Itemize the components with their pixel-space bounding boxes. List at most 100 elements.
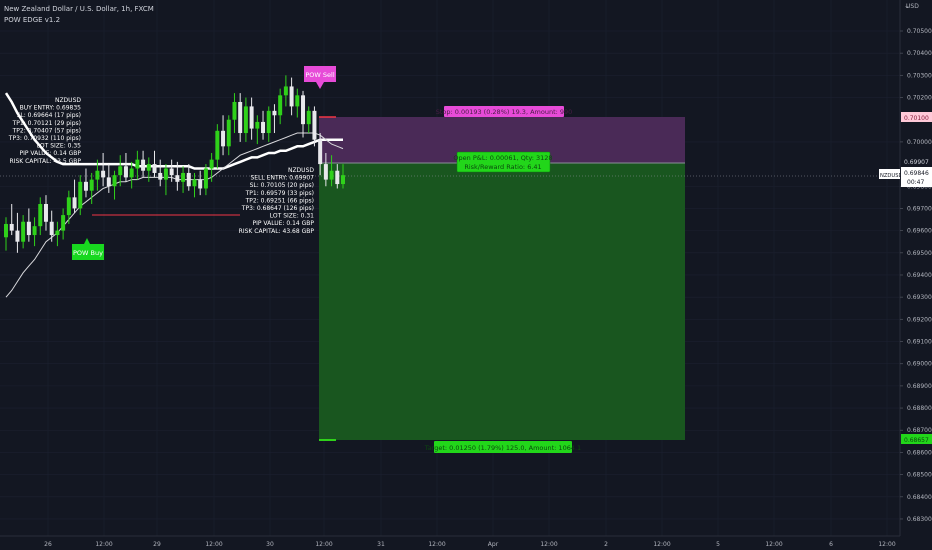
candle-body <box>278 95 283 116</box>
candle-body <box>49 221 54 236</box>
candle-body <box>38 204 43 227</box>
time-tick-label: Apr <box>488 541 499 548</box>
candle-body <box>215 130 220 160</box>
candle-body <box>186 172 191 187</box>
stop-label[interactable]: Stop: 0.00193 (0.28%) 19.3, Amount: 990 <box>436 106 573 117</box>
current-price-value: 0.69846 <box>904 170 929 177</box>
price-tick-label: 0.68600 <box>907 449 932 456</box>
time-tick-label: 12:00 <box>540 541 557 548</box>
candle-body <box>83 181 88 191</box>
stop-price-tag: 0.70100 <box>901 112 932 122</box>
price-tick-label: 0.70200 <box>907 95 932 102</box>
price-tick-label: 0.68400 <box>907 494 932 501</box>
signal-info-line: RISK CAPITAL: 43.5 GBP <box>10 158 82 165</box>
sell-signal-label[interactable]: POW Sell <box>304 66 336 89</box>
candle-body <box>101 170 106 178</box>
candles <box>4 75 345 253</box>
svg-text:NZDUSD: NZDUSD <box>880 173 903 179</box>
candle-body <box>335 170 340 185</box>
candle-body <box>198 179 203 189</box>
candle-body <box>66 197 71 216</box>
candle-body <box>289 86 294 107</box>
candle-body <box>329 170 334 180</box>
buy-label-bubble <box>72 238 104 260</box>
signal-info-line: RISK CAPITAL: 43.68 GBP <box>239 228 315 235</box>
signal-info-line: SL: 0.69664 (17 pips) <box>17 112 81 119</box>
candle-body <box>9 223 14 231</box>
time-axis[interactable]: 26 12:00 29 12:00 30 12:00 31 12:00 Apr 12:00 2 12:… <box>44 541 896 548</box>
candle-body <box>243 106 248 134</box>
candle-body <box>255 121 260 129</box>
candle-body <box>261 121 266 134</box>
candle-body <box>301 95 306 125</box>
candle-body <box>209 159 214 169</box>
currency-dropdown-icon[interactable]: ⌄ <box>904 2 910 10</box>
price-tick-label: 0.70300 <box>907 72 932 79</box>
candle-body <box>312 110 317 140</box>
time-tick-label: 5 <box>716 541 720 548</box>
target-label[interactable]: Target: 0.01250 (1.79%) 125.0, Amount: 1… <box>424 441 581 453</box>
candle-body <box>146 164 151 171</box>
candle-body <box>306 110 311 125</box>
entry-price-tag: 0.69907 <box>901 156 932 166</box>
rr-ratio-text: Risk/Reward Ratio: 6.41 <box>464 163 541 171</box>
currency-label: USD <box>906 3 919 10</box>
candle-body <box>158 172 163 180</box>
chart-title: New Zealand Dollar / U.S. Dollar, 1h, FX… <box>4 5 154 13</box>
candle-body <box>163 168 168 180</box>
price-tick-label: 0.69000 <box>907 361 932 368</box>
time-tick-label: 12:00 <box>315 541 332 548</box>
candle-body <box>89 179 94 191</box>
time-tick-label: 12:00 <box>428 541 445 548</box>
candle-body <box>238 101 243 134</box>
signal-info-line: TP3: 0.70932 (110 pips) <box>8 135 81 142</box>
candle-body <box>118 166 123 176</box>
signal-info-line: TP2: 0.69251 (66 pips) <box>245 197 314 204</box>
candle-body <box>283 86 288 96</box>
svg-text:0.70100: 0.70100 <box>904 115 929 122</box>
price-tick-label: 0.69300 <box>907 294 932 301</box>
signal-info-line: PIP VALUE: 0.14 GBP <box>19 150 81 157</box>
candle-body <box>232 101 237 120</box>
candle-body <box>32 226 37 236</box>
svg-text:0.68657: 0.68657 <box>904 437 929 444</box>
current-price-tag: 0.69846 00:47 <box>901 167 932 187</box>
candle-body <box>203 168 208 189</box>
signal-info-line: LOT SIZE: 0.31 <box>270 213 314 220</box>
candle-body <box>169 168 174 176</box>
price-tick-label: 0.69500 <box>907 250 932 257</box>
signal-info-line: PIP VALUE: 0.14 GBP <box>252 220 314 227</box>
price-tick-label: 0.70000 <box>907 139 932 146</box>
time-tick-label: 12:00 <box>878 541 895 548</box>
candle-body <box>43 204 48 222</box>
profit-zone[interactable] <box>319 163 685 440</box>
time-tick-label: 29 <box>153 541 161 548</box>
sma-slow-line <box>4 92 343 170</box>
candle-body <box>192 179 197 187</box>
price-tick-label: 0.68800 <box>907 405 932 412</box>
time-tick-label: 12:00 <box>765 541 782 548</box>
time-tick-label: 12:00 <box>653 541 670 548</box>
signal-info-line: BUY ENTRY: 0.69835 <box>20 105 82 112</box>
signal-info-line: TP3: 0.68647 (126 pips) <box>241 205 314 212</box>
candle-body <box>26 221 31 236</box>
buy-signal-label[interactable]: POW Buy <box>72 238 104 260</box>
price-tick-label: 0.68500 <box>907 472 932 479</box>
candle-body <box>295 95 300 107</box>
candle-body <box>61 215 66 231</box>
candle-body <box>249 106 254 129</box>
candle-body <box>15 230 20 242</box>
candle-body <box>152 164 157 173</box>
candle-body <box>323 164 328 180</box>
candle-body <box>106 177 111 187</box>
candle-body <box>141 159 146 171</box>
candle-body <box>272 110 277 116</box>
bar-countdown: 00:47 <box>907 179 924 186</box>
candle-body <box>4 223 8 238</box>
signal-info-line: TP1: 0.70121 (29 pips) <box>12 120 81 127</box>
candle-body <box>181 172 186 182</box>
open-pl-label[interactable]: Open P&L: 0.00061, Qty: 3128 Risk/Reward… <box>453 151 553 173</box>
candle-body <box>226 119 231 147</box>
